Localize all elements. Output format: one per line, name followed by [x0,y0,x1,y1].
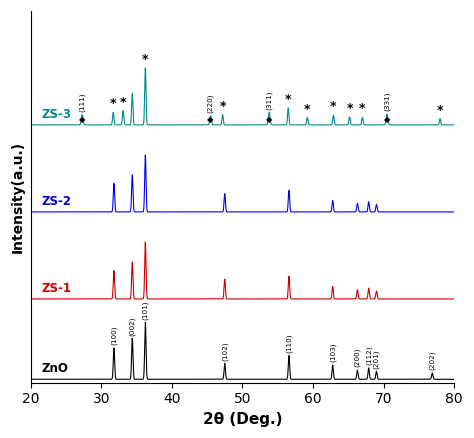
Text: ◆: ◆ [266,115,273,124]
Text: *: * [120,95,127,109]
Text: (331): (331) [384,92,390,111]
Text: ZnO: ZnO [41,362,68,375]
Text: *: * [359,102,365,116]
Text: *: * [142,53,148,66]
Text: (220): (220) [207,94,214,113]
Text: ◆: ◆ [79,115,85,124]
Text: ZS-3: ZS-3 [41,108,71,121]
Text: (200): (200) [354,348,361,367]
Text: (202): (202) [429,351,436,370]
Text: ◆: ◆ [384,115,390,124]
Text: (100): (100) [111,326,117,345]
Text: *: * [285,93,292,106]
Text: (110): (110) [286,333,292,353]
Text: (101): (101) [142,300,148,320]
Text: *: * [219,100,226,113]
Text: (111): (111) [79,92,85,112]
Text: *: * [330,100,337,113]
Text: *: * [437,104,443,117]
Text: ZS-1: ZS-1 [41,282,71,295]
Text: ZS-2: ZS-2 [41,195,71,208]
X-axis label: 2θ (Deg.): 2θ (Deg.) [202,412,282,427]
Text: *: * [110,97,117,110]
Text: ◆: ◆ [207,115,214,124]
Text: (311): (311) [266,90,273,110]
Text: (102): (102) [221,341,228,360]
Text: (112): (112) [365,346,372,365]
Text: *: * [346,102,353,115]
Text: (103): (103) [329,343,336,362]
Text: (002): (002) [129,316,136,336]
Y-axis label: Intensity(a.u.): Intensity(a.u.) [11,141,25,253]
Text: *: * [304,102,310,116]
Text: (201): (201) [373,349,380,369]
